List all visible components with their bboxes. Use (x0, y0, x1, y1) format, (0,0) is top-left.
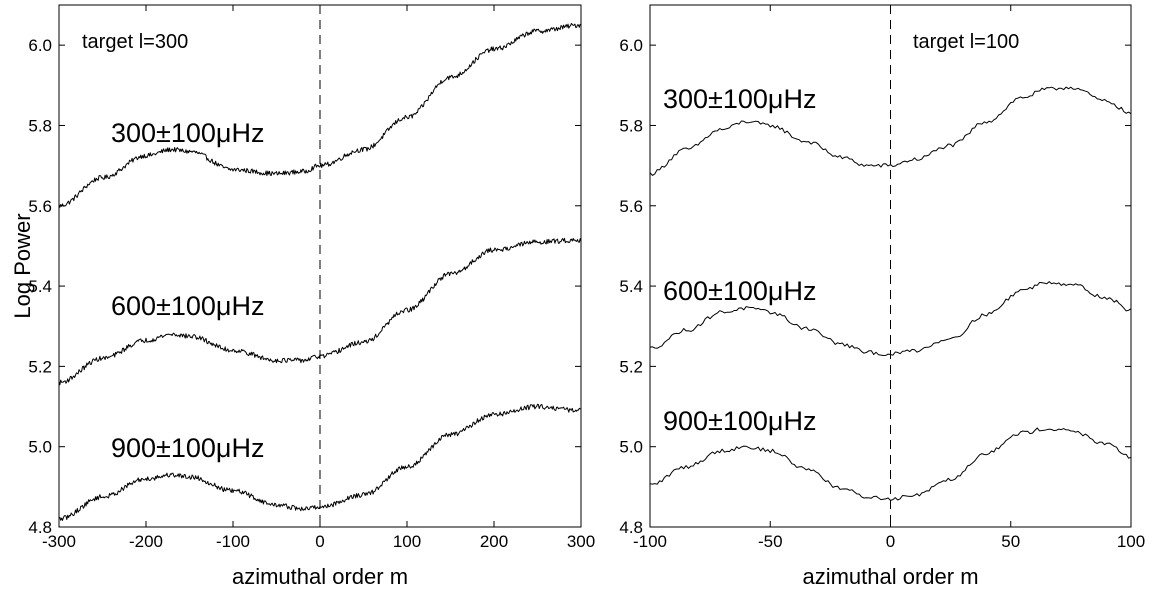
panel-1-x-tick-label: 200 (480, 532, 508, 551)
panel-2-x-tick-label: -100 (633, 532, 667, 551)
panel-1-x-tick-label: -300 (42, 532, 76, 551)
panel-2-y-tick-label: 5.0 (619, 438, 643, 457)
panel-2-y-tick-label: 5.8 (619, 116, 643, 135)
panel-2-title: target l=100 (913, 31, 1019, 53)
panel-1-title: target l=300 (82, 31, 188, 53)
panel-1-y-tick-label: 5.4 (28, 277, 52, 296)
panel-1-y-tick-label: 5.2 (28, 357, 52, 376)
panel-1-series-line (58, 23, 582, 208)
panel-2-series-label: 900±100μHz (663, 406, 816, 436)
panel-1-x-tick-label: 100 (393, 532, 421, 551)
panel-2-x-tick-label: -50 (758, 532, 783, 551)
panel-1-y-axis-label: Log Power (10, 213, 35, 318)
panel-1-x-tick-label: -200 (129, 532, 163, 551)
panel-1-series-line (58, 403, 582, 521)
panel-2-y-tick-label: 4.8 (619, 518, 643, 537)
panel-1-x-axis-label: azimuthal order m (232, 564, 408, 588)
panel-1-series-label: 600±100μHz (111, 291, 264, 321)
panel-2-series-label: 300±100μHz (663, 84, 816, 114)
panel-1-series-label: 300±100μHz (111, 118, 264, 148)
panel-2-x-tick-label: 100 (1117, 532, 1145, 551)
panel-2-series-line (649, 281, 1132, 356)
panel-1-y-tick-label: 4.8 (28, 518, 52, 537)
panel-2-y-tick-label: 6.0 (619, 36, 643, 55)
panel-1-x-tick-label: 0 (315, 532, 324, 551)
panel-2-x-tick-label: 50 (1001, 532, 1020, 551)
panel-2-y-tick-label: 5.2 (619, 357, 643, 376)
panel-1-y-tick-label: 5.0 (28, 438, 52, 457)
panel-2-series-label: 600±100μHz (663, 276, 816, 306)
panel-1-x-tick-label: 300 (567, 532, 595, 551)
panel-2-series-line (649, 427, 1132, 501)
panel-1-y-tick-label: 5.6 (28, 197, 52, 216)
panel-2-x-axis-label: azimuthal order m (802, 564, 978, 588)
panel-1-y-tick-label: 5.8 (28, 116, 52, 135)
panel-1-series-label: 900±100μHz (111, 433, 264, 463)
panel-2-series-line (649, 86, 1132, 176)
panel-2-y-tick-label: 5.6 (619, 197, 643, 216)
panel-2-y-tick-label: 5.4 (619, 277, 643, 296)
panel-2-x-tick-label: 0 (886, 532, 895, 551)
panel-1-y-tick-label: 6.0 (28, 36, 52, 55)
panel-1-x-tick-label: -100 (216, 532, 250, 551)
panel-1-series-line (58, 237, 582, 386)
